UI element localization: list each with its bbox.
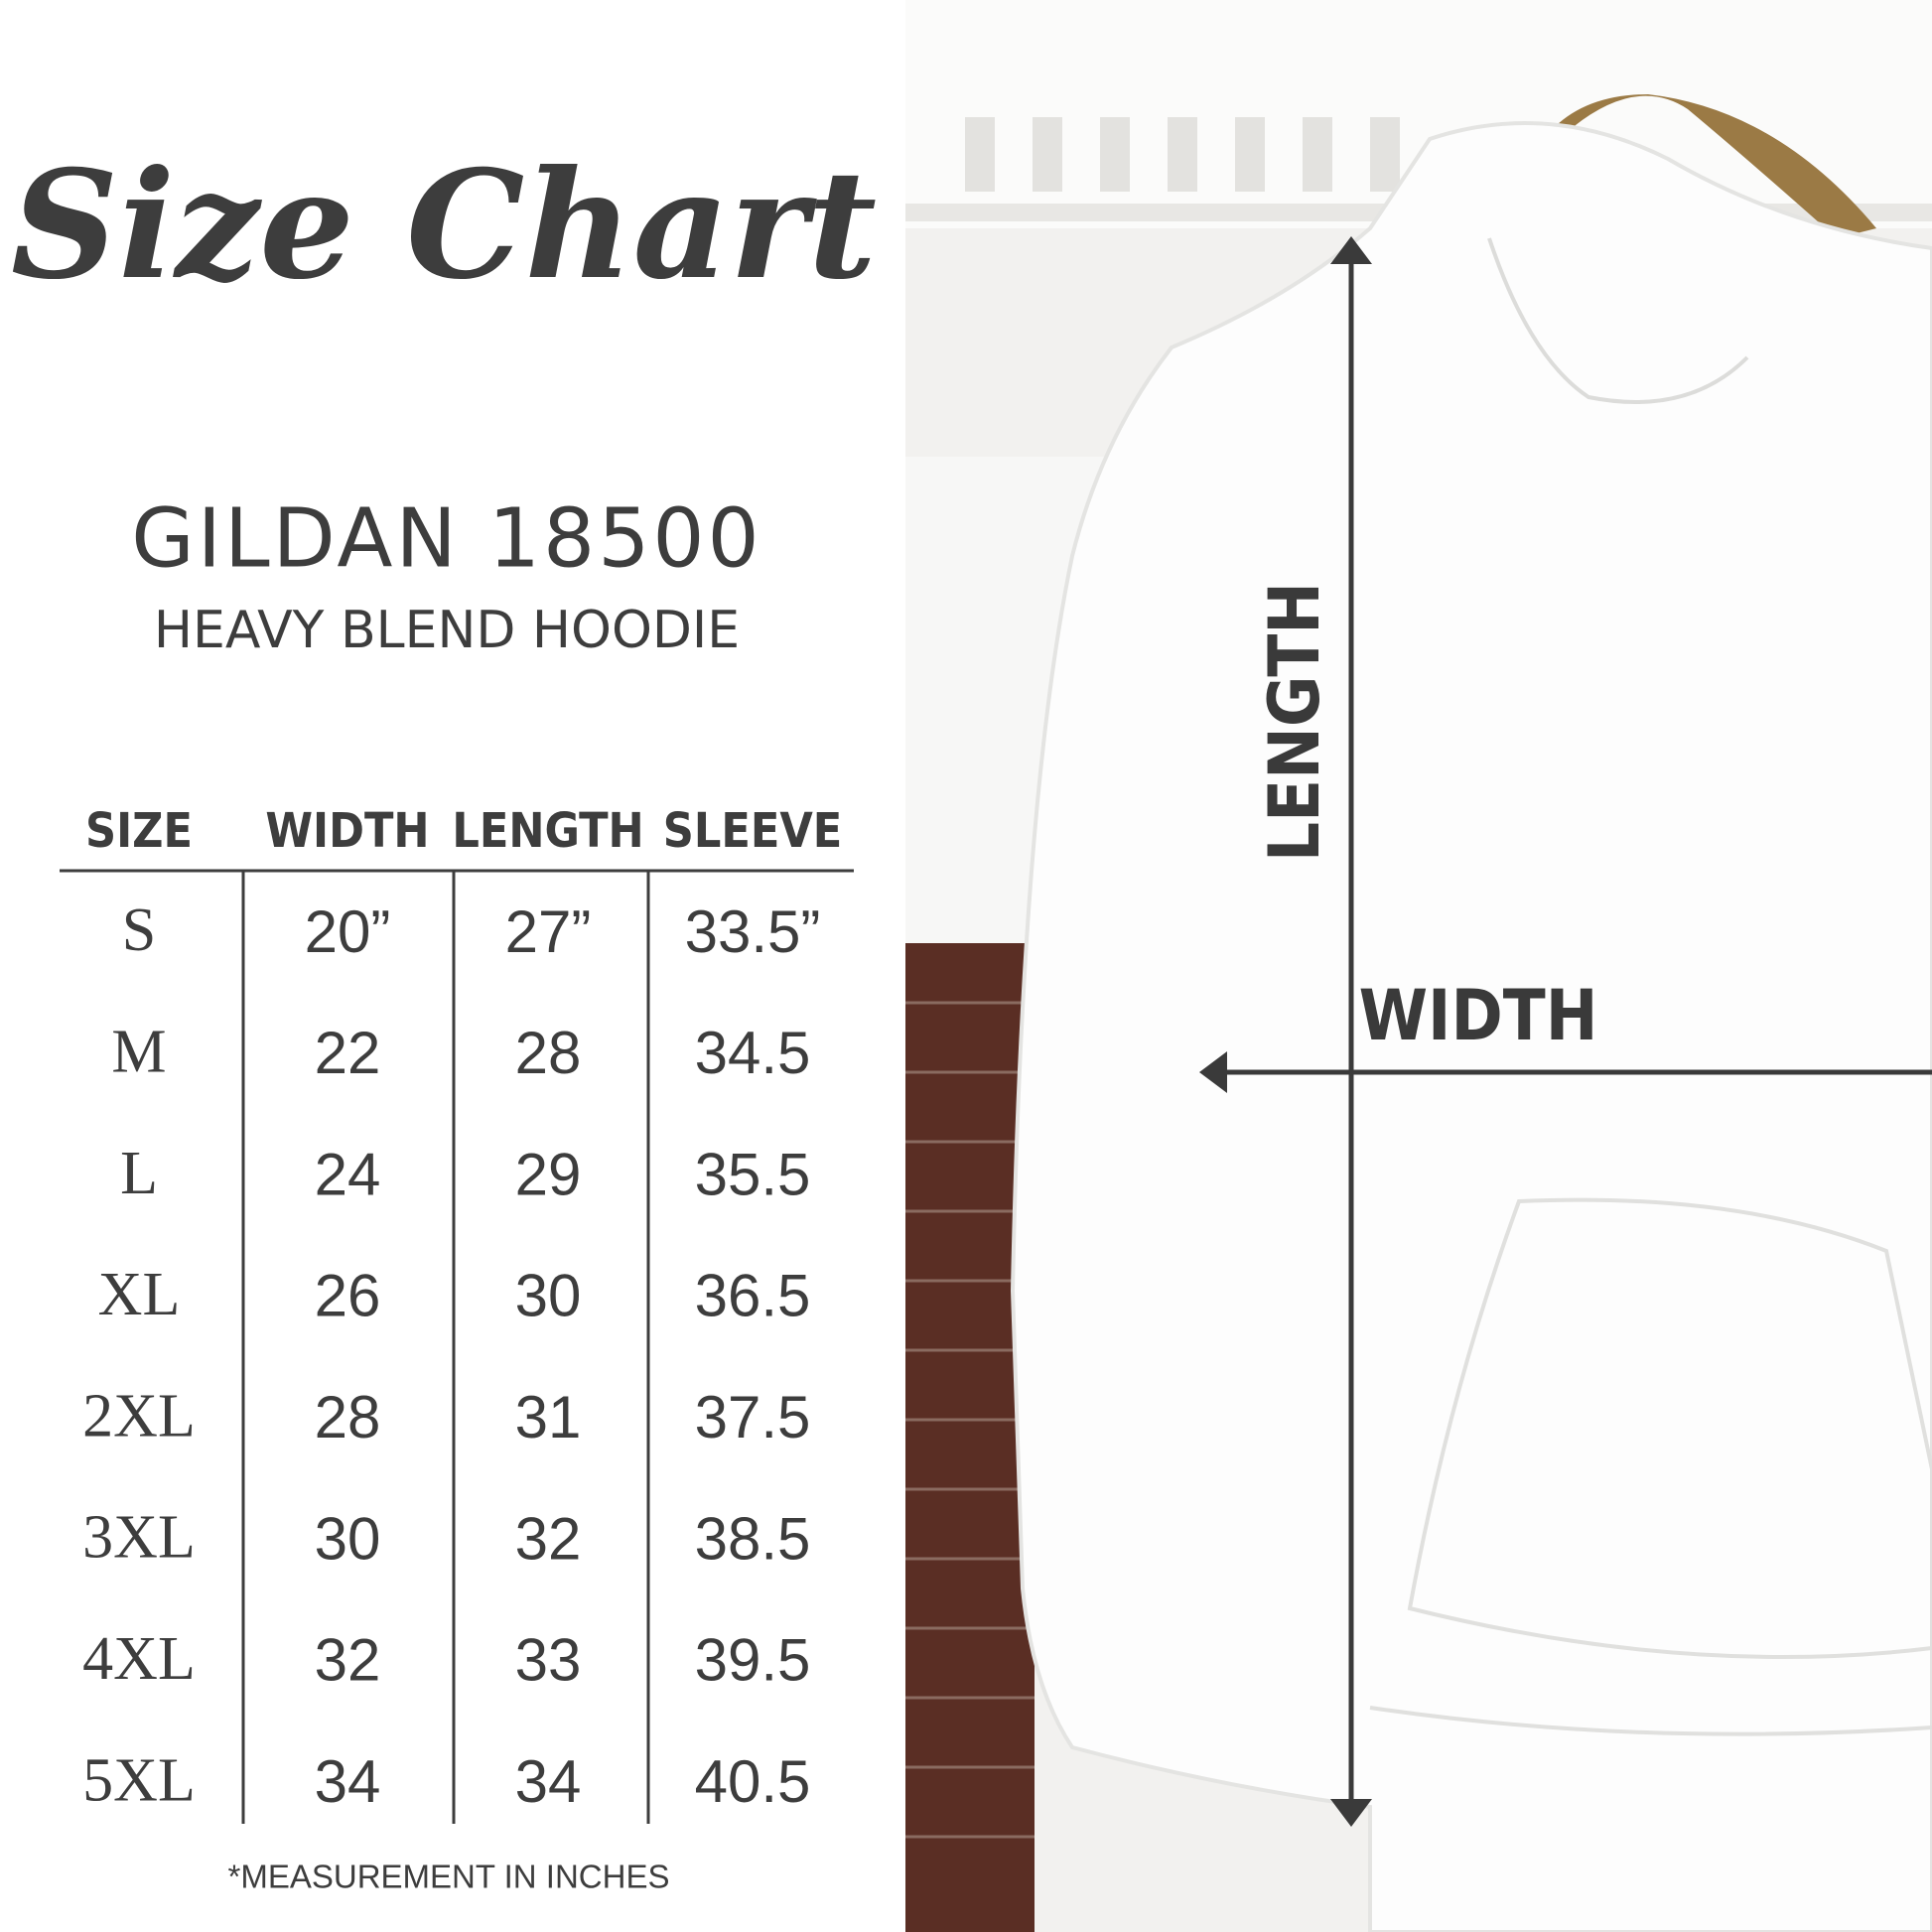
value-cell: 24 <box>315 1141 381 1207</box>
value-cell: 28 <box>515 1020 582 1086</box>
product-name: GILDAN 18500 <box>131 491 761 586</box>
value-cell: 32 <box>515 1505 582 1572</box>
value-cell: 28 <box>315 1384 381 1450</box>
value-cell: 33 <box>515 1627 582 1694</box>
value-cell: 34 <box>515 1748 582 1815</box>
size-cell: L <box>120 1140 158 1207</box>
size-cell: 5XL <box>82 1746 196 1814</box>
photo <box>905 0 1932 1932</box>
value-cell: 29 <box>515 1141 582 1207</box>
value-cell: 34.5 <box>695 1020 811 1086</box>
value-cell: 34 <box>315 1748 381 1815</box>
title: Size Chart <box>11 138 877 313</box>
value-cell: 27” <box>505 898 592 965</box>
value-cell: 36.5 <box>695 1263 811 1329</box>
length-label: LENGTH <box>1254 582 1335 862</box>
column-header: LENGTH <box>452 803 643 859</box>
value-cell: 35.5 <box>695 1141 811 1207</box>
value-cell: 22 <box>315 1020 381 1086</box>
value-cell: 37.5 <box>695 1384 811 1450</box>
value-cell: 38.5 <box>695 1505 811 1572</box>
value-cell: 32 <box>315 1627 381 1694</box>
size-cell: 3XL <box>82 1504 196 1572</box>
column-header: SLEEVE <box>663 803 843 859</box>
column-header: WIDTH <box>265 803 429 859</box>
value-cell: 31 <box>515 1384 582 1450</box>
size-cell: 2XL <box>82 1382 196 1449</box>
size-cell: 4XL <box>82 1625 196 1693</box>
product-subtitle: HEAVY BLEND HOODIE <box>154 601 740 660</box>
size-cell: XL <box>98 1261 181 1328</box>
value-cell: 30 <box>515 1263 582 1329</box>
value-cell: 39.5 <box>695 1627 811 1694</box>
value-cell: 30 <box>315 1505 381 1572</box>
footnote: *MEASUREMENT IN INCHES <box>228 1859 670 1895</box>
value-cell: 20” <box>305 898 391 965</box>
value-cell: 26 <box>315 1263 381 1329</box>
value-cell: 33.5” <box>685 898 821 965</box>
column-header: SIZE <box>85 803 193 859</box>
size-cell: S <box>122 897 156 964</box>
value-cell: 40.5 <box>695 1748 811 1815</box>
size-cell: M <box>111 1019 166 1086</box>
width-label: WIDTH <box>1359 975 1598 1056</box>
